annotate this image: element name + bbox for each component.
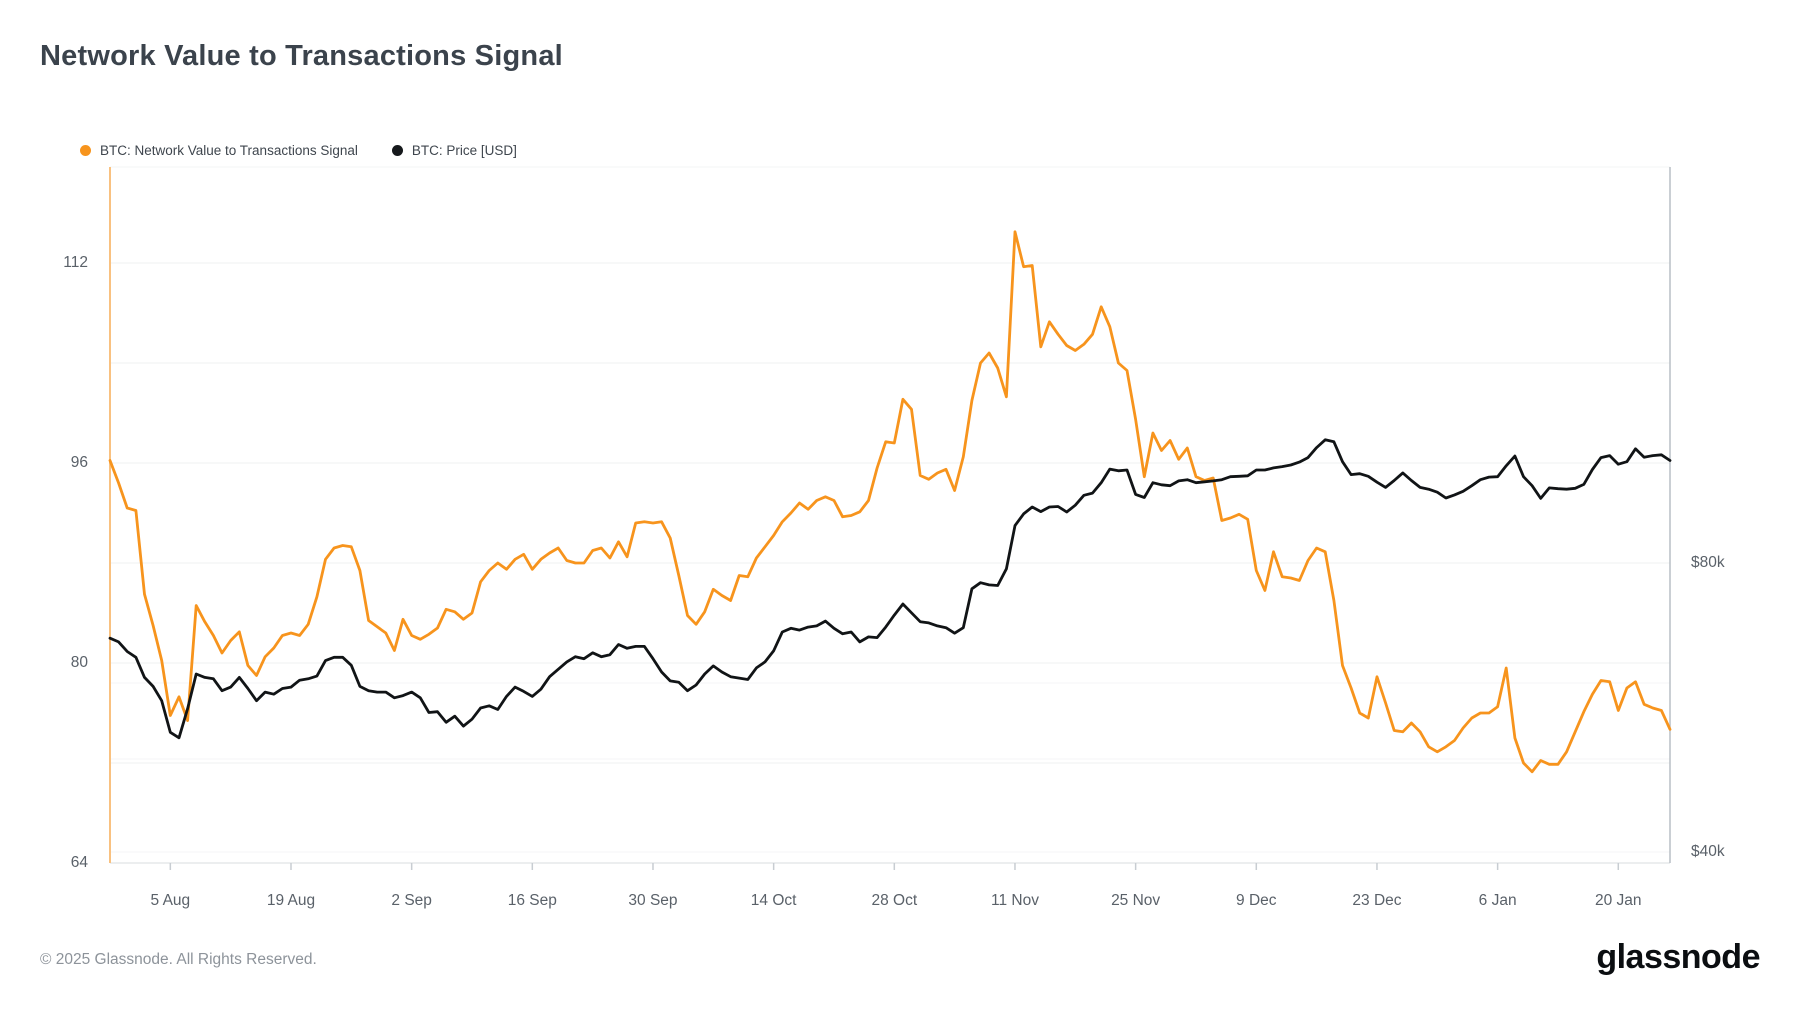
y-axis-left-tick-label: 80: [70, 654, 88, 671]
x-axis-tick-label: 19 Aug: [266, 892, 316, 909]
x-axis-tick-label: 28 Oct: [871, 892, 918, 909]
x-axis-tick-label: 16 Sep: [507, 892, 557, 909]
nvt-series-dot-icon: [80, 145, 91, 156]
copyright-text: © 2025 Glassnode. All Rights Reserved.: [40, 951, 317, 968]
x-axis-tick-label: 5 Aug: [150, 892, 191, 909]
x-axis-tick-label: 20 Jan: [1595, 892, 1642, 909]
x-axis-tick-label: 14 Oct: [750, 892, 797, 909]
page-title: Network Value to Transactions Signal: [40, 40, 563, 72]
nvt-signal-line: [108, 230, 1672, 774]
y-axis-right-tick-label: $80k: [1691, 554, 1725, 571]
y-axis-right-tick-label: $40k: [1691, 843, 1725, 860]
x-axis-tick-label: 6 Jan: [1478, 892, 1517, 909]
y-axis-left-tick-label: 64: [70, 854, 88, 871]
x-axis-tick-label: 9 Dec: [1236, 892, 1277, 909]
legend-item-nvt-signal[interactable]: BTC: Network Value to Transactions Signa…: [80, 143, 358, 158]
x-axis-tick-label: 11 Nov: [990, 892, 1039, 909]
x-axis-tick-label: 30 Sep: [628, 892, 678, 909]
legend-label-price: BTC: Price [USD]: [411, 143, 517, 158]
x-axis-tick-label: 25 Nov: [1111, 892, 1161, 909]
glassnode-logo: glassnode: [1596, 938, 1760, 976]
x-axis-tick-label: 23 Dec: [1352, 892, 1402, 909]
btc-price-line: [108, 438, 1672, 740]
legend-item-price[interactable]: BTC: Price [USD]: [391, 143, 517, 158]
price-series-dot-icon: [391, 145, 403, 156]
legend-label-nvt: BTC: Network Value to Transactions Signa…: [100, 143, 358, 158]
chart-legend: BTC: Network Value to Transactions Signa…: [80, 143, 517, 158]
y-axis-left-tick-label: 96: [70, 454, 88, 471]
y-axis-left-tick-label: 112: [63, 254, 88, 271]
x-axis-tick-label: 2 Sep: [391, 892, 432, 909]
